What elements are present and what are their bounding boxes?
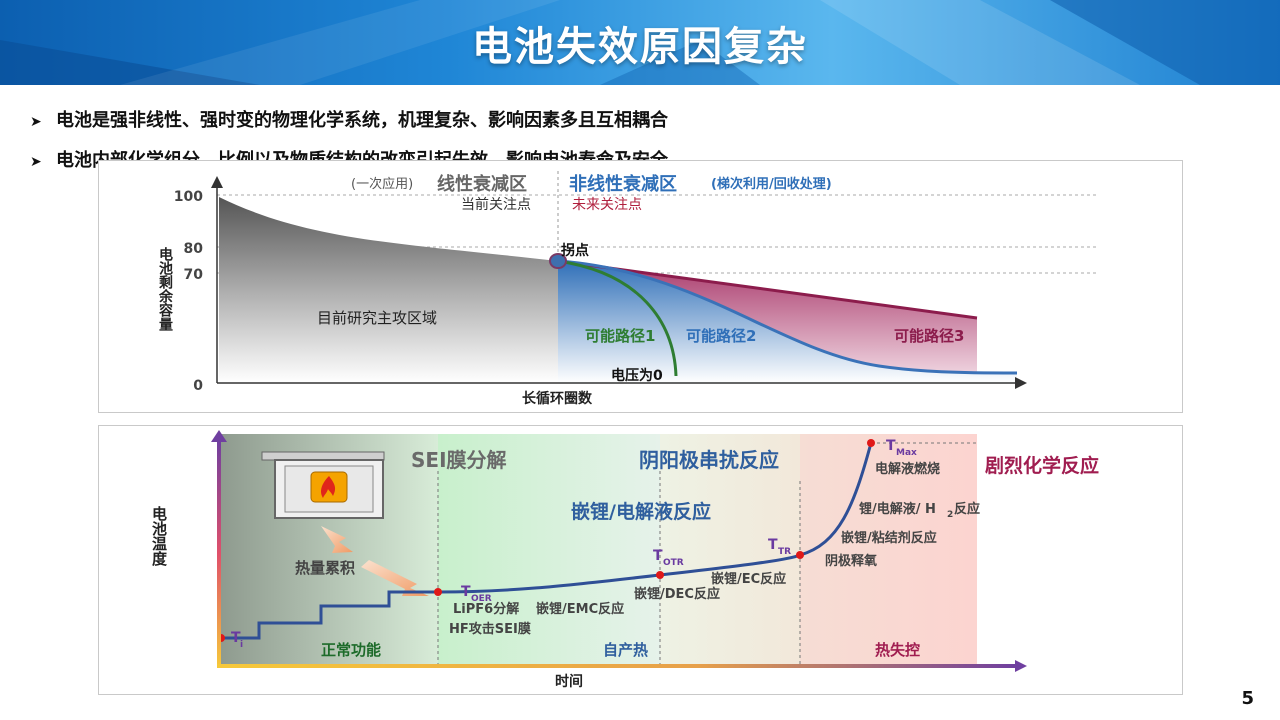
phase-sei-title: SEI膜分解: [411, 448, 507, 472]
page-title: 电池失效原因复杂: [472, 24, 808, 70]
self-heating-label: 自产热: [603, 641, 648, 659]
linear-area: [219, 197, 558, 383]
current-focus-label: 当前关注点: [461, 196, 531, 213]
svg-text:锂/电解液/ H: 锂/电解液/ H: [859, 501, 936, 517]
path3-curve: [557, 259, 978, 320]
y-tick-0: 0: [193, 378, 203, 394]
label-ttr: T TR: [768, 537, 791, 557]
arrow-bullet-icon: ➤: [30, 114, 42, 130]
svg-text:TR: TR: [778, 547, 791, 557]
path1-label: 可能路径1: [585, 327, 655, 345]
cathode-oxygen-label: 阴极释氧: [825, 553, 877, 569]
x-axis-label: 长循环圈数: [522, 390, 593, 407]
y-axis-label: 电池温度: [150, 505, 168, 567]
voltage-zero-label: 电压为0: [611, 367, 663, 384]
heat-accumulation-label: 热量累积: [295, 559, 355, 577]
marker-toer: [434, 588, 442, 596]
svg-text:OER: OER: [471, 594, 492, 604]
li-binder-label: 嵌锂/粘结剂反应: [841, 530, 937, 546]
lipf6-label: LiPF6分解: [453, 601, 519, 617]
main-research-area-label: 目前研究主攻区域: [317, 309, 437, 327]
page-number: 5: [1241, 688, 1254, 709]
svg-text:T: T: [231, 630, 241, 646]
region-nonlinear-title: 非线性衰减区: [569, 173, 677, 195]
thermal-chart-panel: 电池温度 时间 SEI膜分解 阴阳极串扰反应 剧烈化学反应 嵌锂/电解液反应 热…: [98, 425, 1183, 695]
phase-runaway-bg: [800, 434, 977, 666]
y-axis-arrow-icon: [211, 430, 227, 442]
arrow-bullet-icon: ➤: [30, 154, 42, 170]
knee-point-label: 拐点: [561, 242, 589, 259]
li-dec-label: 嵌锂/DEC反应: [634, 586, 720, 602]
y-axis: [217, 440, 221, 668]
capacity-chart-panel: 100 80 70 0 电池剩余容量 长循环圈数 (一次应用) 线性衰减区 非线…: [98, 160, 1183, 413]
bullet-1: ➤ 电池是强非线性、强时变的物理化学系统，机理复杂、影响因素多且互相耦合: [30, 106, 668, 132]
path3-label: 可能路径3: [894, 327, 964, 345]
svg-text:T: T: [768, 537, 778, 553]
capacity-chart: 100 80 70 0 电池剩余容量 长循环圈数 (一次应用) 线性衰减区 非线…: [157, 171, 1099, 407]
path2-label: 可能路径2: [686, 327, 756, 345]
path1-curve: [557, 259, 678, 377]
li-emc-label: 嵌锂/EMC反应: [536, 601, 624, 617]
heater-box-icon: [261, 451, 385, 519]
svg-text:T: T: [653, 548, 663, 564]
svg-text:Max: Max: [896, 448, 917, 458]
hf-sei-label: HF攻击SEI膜: [449, 621, 531, 637]
phase-anode-cathode-title: 阴阳极串扰反应: [639, 448, 779, 472]
region-linear-title: 线性衰减区: [437, 173, 527, 195]
label-totr: T OTR: [653, 548, 684, 568]
region-nonlinear-suffix: (梯次利用/回收处理): [711, 176, 832, 192]
electrolyte-burn-label: 电解液燃烧: [875, 461, 940, 477]
thermal-chart: 电池温度 时间 SEI膜分解 阴阳极串扰反应 剧烈化学反应 嵌锂/电解液反应 热…: [150, 430, 1099, 690]
future-focus-label: 未来关注点: [572, 197, 642, 213]
phase-sei-bg: [438, 434, 660, 666]
x-axis-label: 时间: [555, 673, 583, 690]
y-tick-70: 70: [184, 267, 204, 283]
svg-text:2: 2: [947, 510, 953, 520]
y-axis-label: 电池剩余容量: [157, 246, 174, 332]
label-toer: T OER: [461, 584, 492, 604]
li-electrolyte-h2-label: 锂/电解液/ H 2 反应: [859, 501, 980, 520]
svg-text:T: T: [886, 438, 896, 454]
li-ec-label: 嵌锂/EC反应: [711, 571, 786, 587]
x-axis-arrow-icon: [1015, 660, 1027, 672]
y-tick-80: 80: [184, 241, 204, 257]
normal-function-label: 正常功能: [321, 641, 381, 659]
phase-violent-title: 剧烈化学反应: [985, 454, 1099, 477]
svg-text:OTR: OTR: [663, 558, 684, 568]
bullet-1-text: 电池是强非线性、强时变的物理化学系统，机理复杂、影响因素多且互相耦合: [56, 110, 668, 131]
temperature-curve: [221, 442, 873, 640]
title-banner: 电池失效原因复杂: [0, 0, 1280, 85]
x-axis: [217, 664, 1017, 668]
label-tmax: T Max: [886, 438, 917, 458]
marker-ttr: [796, 551, 804, 559]
path2-curve: [557, 259, 1018, 375]
phase-self-heat-bg: [660, 434, 800, 666]
region-linear-prefix: (一次应用): [351, 176, 413, 192]
label-ti: T i: [231, 630, 243, 650]
svg-text:T: T: [461, 584, 471, 600]
banner-decoration: [0, 0, 1280, 85]
phase-li-electrolyte-title: 嵌锂/电解液反应: [571, 500, 711, 523]
heat-arrow-icon: [321, 526, 353, 553]
marker-totr: [656, 571, 664, 579]
svg-text:i: i: [240, 640, 243, 650]
heat-arrow-icon: [361, 560, 429, 596]
thermal-runaway-label: 热失控: [875, 641, 920, 659]
svg-text:反应: 反应: [954, 501, 980, 517]
knee-point-marker: [549, 253, 567, 269]
y-tick-100: 100: [174, 189, 203, 205]
marker-tmax: [867, 439, 875, 447]
